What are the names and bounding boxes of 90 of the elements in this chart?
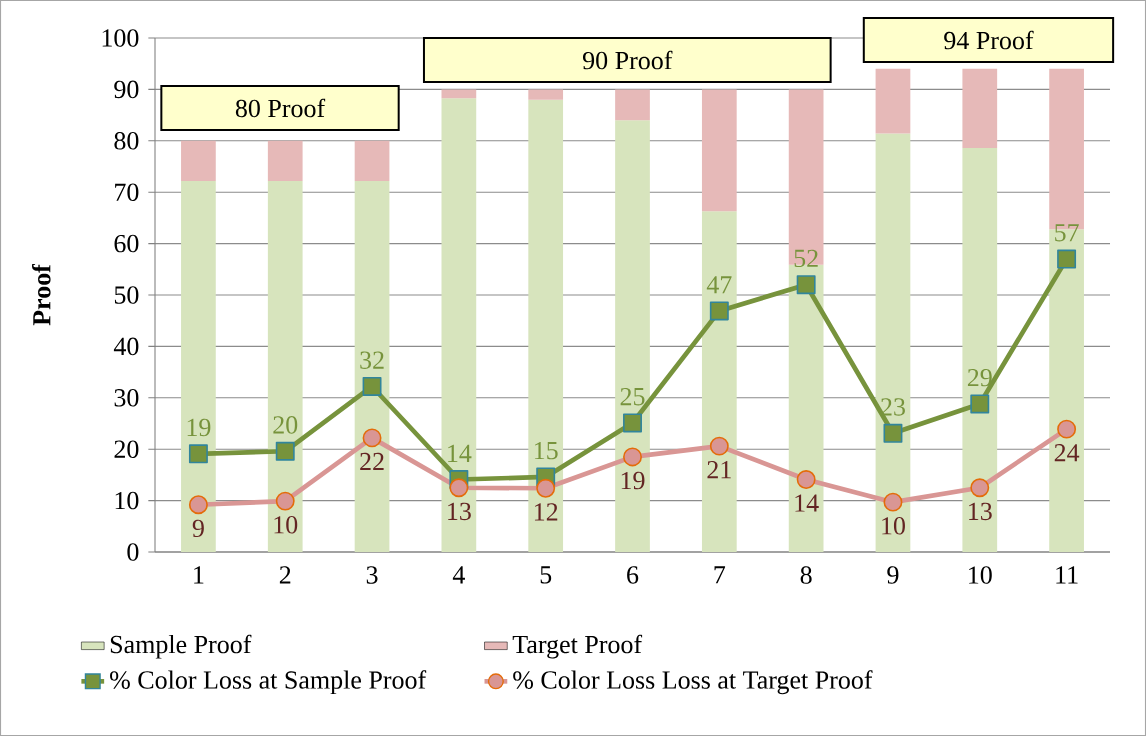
bar xyxy=(441,98,477,552)
data-label: 20 xyxy=(273,416,298,434)
x-tick-label: 2 xyxy=(279,566,291,584)
data-label: 24 xyxy=(1054,444,1080,462)
bar xyxy=(701,211,737,552)
point xyxy=(709,301,729,321)
bar xyxy=(441,89,477,99)
legend-label: Sample Proof xyxy=(110,634,252,659)
data-label: 12 xyxy=(534,503,558,521)
bar xyxy=(528,99,564,552)
x-tick-label: 1 xyxy=(194,566,204,584)
point xyxy=(449,478,469,498)
data-label: 22 xyxy=(360,452,384,471)
x-tick-label: 5 xyxy=(540,566,552,584)
y-tick-label: 30 xyxy=(114,389,139,407)
data-label: 21 xyxy=(707,461,731,479)
point xyxy=(275,491,295,511)
y-tick-label: 90 xyxy=(114,80,139,99)
bar xyxy=(267,140,303,181)
y-tick-label: 40 xyxy=(113,337,139,356)
data-label: 14 xyxy=(795,494,819,512)
annotation: 94 Proof xyxy=(944,30,1034,50)
bar xyxy=(181,140,216,181)
point xyxy=(970,394,990,414)
y-tick-label: 10 xyxy=(115,491,139,510)
point xyxy=(970,478,990,498)
bar xyxy=(267,180,303,552)
y-tick-label: 20 xyxy=(114,440,139,458)
point xyxy=(623,413,642,433)
y-tick-label: 50 xyxy=(114,286,139,304)
point xyxy=(1057,249,1077,269)
data-label: 10 xyxy=(882,517,905,535)
data-label: 10 xyxy=(274,516,298,534)
y-tick-label: 70 xyxy=(115,183,139,201)
bar xyxy=(615,120,650,552)
bar xyxy=(181,180,216,552)
data-label: 19 xyxy=(187,418,211,437)
y-tick-label: 100 xyxy=(102,29,139,47)
x-tick-label: 10 xyxy=(969,566,992,584)
x-tick-label: 11 xyxy=(1056,566,1078,584)
data-label: 47 xyxy=(706,276,732,294)
data-label: 57 xyxy=(1055,224,1079,242)
point xyxy=(275,441,295,461)
legend-label: % Color Loss Loss at Target Proof xyxy=(513,670,873,695)
x-tick-label: 9 xyxy=(887,566,899,584)
bar xyxy=(615,89,650,121)
data-label: 25 xyxy=(620,387,645,406)
point xyxy=(709,436,729,456)
bar xyxy=(354,140,390,181)
x-tick-label: 3 xyxy=(366,566,378,584)
annotation: 90 Proof xyxy=(582,50,673,70)
bar xyxy=(875,133,911,552)
point xyxy=(796,275,816,295)
data-label: 13 xyxy=(969,502,992,521)
y-tick-label: 0 xyxy=(127,543,139,561)
x-tick-label: 6 xyxy=(627,566,639,584)
point xyxy=(362,377,382,396)
bar xyxy=(788,89,824,265)
legend-label: Target Proof xyxy=(512,634,643,659)
data-label: 52 xyxy=(794,249,818,268)
point xyxy=(796,470,816,489)
bar xyxy=(528,89,564,100)
point xyxy=(883,423,903,443)
point xyxy=(188,495,208,515)
point xyxy=(536,478,556,498)
bar xyxy=(701,89,737,212)
x-tick-label: 4 xyxy=(452,566,465,584)
data-label: 15 xyxy=(534,441,558,460)
legend-label: % Color Loss at Sample Proof xyxy=(110,670,427,695)
point xyxy=(188,444,208,464)
y-axis-title: Proof xyxy=(32,263,51,326)
bar xyxy=(875,68,911,134)
bar xyxy=(962,68,998,148)
x-tick-label: 8 xyxy=(800,566,812,584)
point xyxy=(1057,419,1077,439)
data-label: 13 xyxy=(448,502,471,521)
y-tick-label: 80 xyxy=(114,132,139,150)
x-tick-label: 7 xyxy=(714,566,726,584)
point xyxy=(362,428,382,448)
bar xyxy=(962,148,998,552)
data-label: 32 xyxy=(360,351,384,369)
data-label: 9 xyxy=(192,519,204,538)
annotation: 80 Proof xyxy=(235,98,326,118)
point xyxy=(623,447,642,467)
data-label: 14 xyxy=(448,444,472,462)
data-label: 29 xyxy=(967,368,992,387)
bar xyxy=(354,180,390,552)
point xyxy=(883,492,903,512)
data-label: 19 xyxy=(621,471,645,490)
y-tick-label: 60 xyxy=(114,234,139,253)
